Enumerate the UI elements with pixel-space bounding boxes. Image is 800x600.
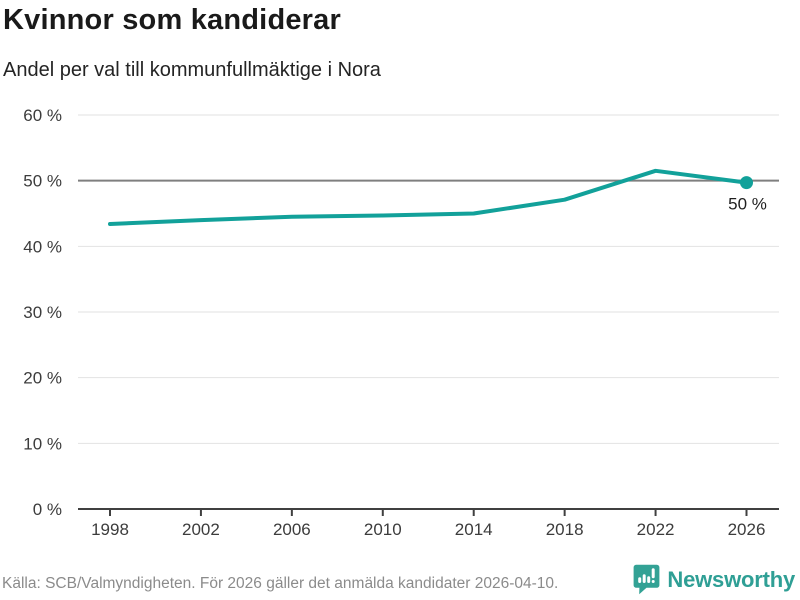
chart-subtitle: Andel per val till kommunfullmäktige i N… — [3, 59, 381, 81]
y-tick-label: 50 % — [23, 172, 62, 191]
end-point-marker — [740, 176, 753, 190]
x-tick-label: 2014 — [455, 520, 493, 539]
brand-wordmark: Newsworthy — [667, 566, 795, 592]
source-note: Källa: SCB/Valmyndigheten. För 2026 gäll… — [2, 575, 559, 592]
x-tick-label: 2018 — [546, 520, 584, 539]
y-tick-label: 20 % — [23, 369, 62, 388]
x-tick-label: 2010 — [364, 520, 402, 539]
x-tick-label: 2002 — [182, 520, 220, 539]
y-tick-label: 60 % — [23, 106, 62, 125]
end-point-label: 50 % — [728, 195, 767, 214]
newsworthy-logo[interactable]: Newsworthy — [633, 564, 795, 595]
y-tick-label: 40 % — [23, 237, 62, 256]
y-tick-label: 10 % — [23, 434, 62, 453]
newsworthy-icon — [634, 564, 660, 595]
x-tick-label: 1998 — [91, 520, 129, 539]
x-tick-label: 2026 — [728, 520, 766, 539]
y-tick-label: 0 % — [33, 500, 62, 519]
data-line — [108, 168, 749, 227]
x-tick-label: 2006 — [273, 520, 311, 539]
x-tick-label: 2022 — [637, 520, 675, 539]
chart-title: Kvinnor som kandiderar — [3, 4, 341, 36]
y-tick-label: 30 % — [23, 303, 62, 322]
